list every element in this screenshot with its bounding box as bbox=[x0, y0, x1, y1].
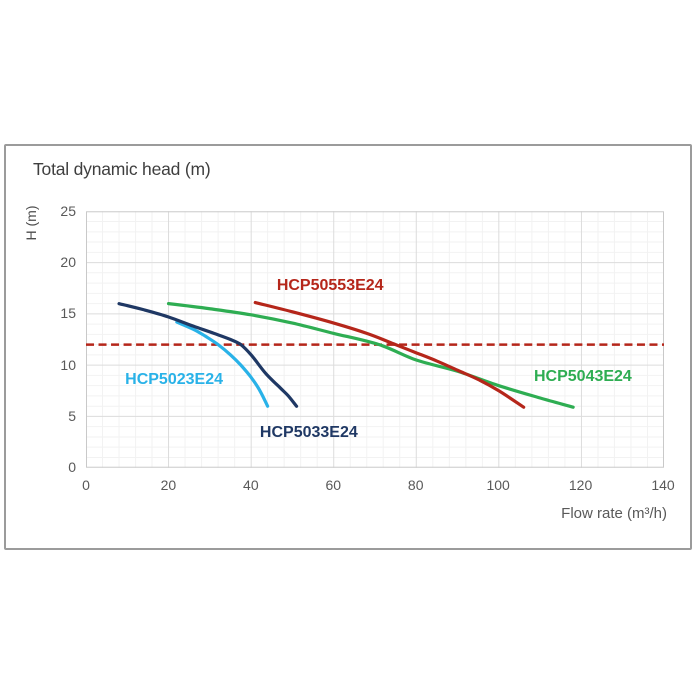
chart-title: Total dynamic head (m) bbox=[33, 159, 211, 179]
x-tick-60: 60 bbox=[325, 477, 342, 493]
x-tick-120: 120 bbox=[568, 477, 593, 493]
curve-HCP50553E24 bbox=[253, 300, 526, 409]
series-label-HCP50553E24: HCP50553E24 bbox=[276, 276, 384, 294]
x-tick-140: 140 bbox=[651, 477, 675, 493]
x-tick-100: 100 bbox=[486, 477, 510, 493]
series-label-HCP5023E24: HCP5023E24 bbox=[125, 370, 223, 388]
y-tick-20: 20 bbox=[60, 254, 76, 271]
curve-HCP5023E24 bbox=[175, 320, 270, 408]
series-label-HCP5033E24: HCP5033E24 bbox=[259, 423, 358, 441]
x-tick-40: 40 bbox=[243, 477, 259, 493]
y-tick-15: 15 bbox=[60, 305, 76, 322]
x-tick-20: 20 bbox=[160, 477, 177, 493]
series-label-HCP5043E24: HCP5043E24 bbox=[533, 367, 632, 385]
y-tick-25: 25 bbox=[60, 203, 76, 219]
y-axis-title: H (m) bbox=[23, 205, 39, 241]
x-tick-80: 80 bbox=[407, 477, 424, 493]
y-tick-0: 0 bbox=[68, 459, 76, 475]
plot-area-svg bbox=[86, 211, 664, 468]
x-tick-0: 0 bbox=[82, 477, 90, 493]
plot-outline bbox=[86, 211, 664, 468]
curve-HCP5043E24 bbox=[166, 302, 575, 409]
y-tick-5: 5 bbox=[68, 407, 76, 424]
y-tick-10: 10 bbox=[60, 356, 76, 373]
curve-HCP5033E24 bbox=[117, 302, 299, 408]
x-axis-title: Flow rate (m³/h) bbox=[561, 505, 667, 522]
